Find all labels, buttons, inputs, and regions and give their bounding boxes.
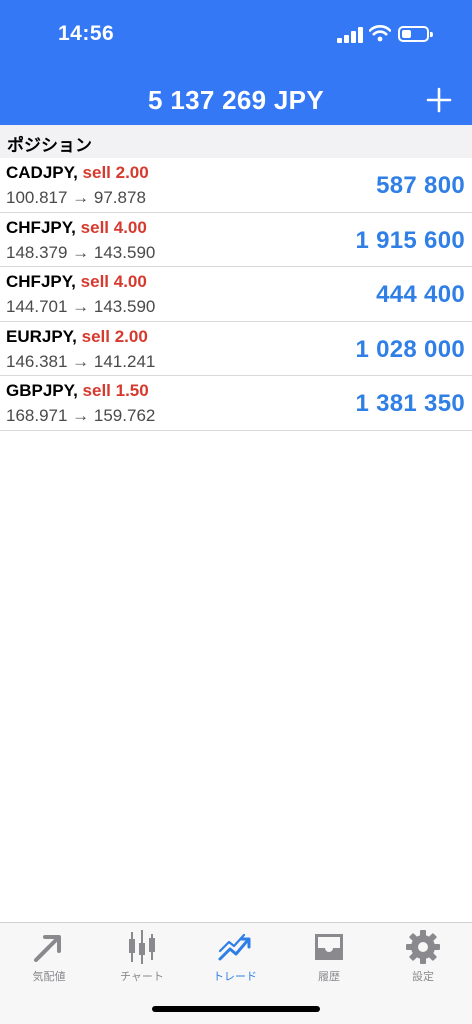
position-prices: 144.701 → 143.590 — [6, 297, 156, 317]
position-side: sell 2.00 — [82, 163, 149, 182]
positions-section-header: ポジション — [0, 125, 472, 158]
position-prices: 148.379 → 143.590 — [6, 242, 156, 262]
position-prices: 168.971 → 159.762 — [6, 406, 156, 426]
position-side: sell 2.00 — [81, 326, 148, 346]
chart-icon — [129, 930, 155, 964]
battery-icon — [398, 26, 433, 42]
tab-trade[interactable]: トレード — [188, 929, 282, 984]
tab-settings[interactable]: 設定 — [376, 929, 470, 984]
position-row[interactable]: CADJPY, sell 2.00 100.817 → 97.878 587 8… — [0, 158, 472, 213]
tab-quotes[interactable]: 気配値 — [2, 929, 96, 984]
status-time: 14:56 — [58, 22, 115, 45]
position-side: sell 4.00 — [80, 217, 147, 237]
position-symbol: EURJPY, — [6, 326, 77, 346]
tab-label: チャート — [120, 971, 164, 983]
position-profit: 1 381 350 — [355, 390, 465, 418]
home-indicator — [152, 1006, 320, 1012]
settings-icon — [406, 930, 440, 964]
position-prices: 100.817 → 97.878 — [6, 188, 146, 207]
wifi-icon — [369, 25, 391, 42]
position-row[interactable]: GBPJPY, sell 1.50 168.971 → 159.762 1 38… — [0, 376, 472, 431]
position-profit: 444 400 — [376, 281, 465, 309]
tab-history[interactable]: 履歴 — [282, 929, 376, 984]
position-prices: 146.381 → 141.241 — [6, 351, 156, 371]
position-row[interactable]: EURJPY, sell 2.00 146.381 → 141.241 1 02… — [0, 322, 472, 377]
account-balance: 5 137 269 JPY — [148, 85, 324, 115]
cellular-signal-icon — [337, 26, 363, 43]
section-title: ポジション — [7, 136, 92, 155]
position-profit: 1 028 000 — [355, 335, 465, 363]
position-profit: 587 800 — [376, 172, 465, 199]
tab-chart[interactable]: チャート — [95, 929, 189, 984]
position-side: sell 1.50 — [82, 381, 149, 401]
app-header: 14:56 5 137 269 JPY — [0, 0, 472, 125]
history-icon — [315, 934, 343, 960]
position-symbol: CADJPY, — [6, 163, 78, 182]
position-row[interactable]: CHFJPY, sell 4.00 148.379 → 143.590 1 91… — [0, 213, 472, 268]
positions-list: CADJPY, sell 2.00 100.817 → 97.878 587 8… — [0, 158, 472, 431]
tab-label: 履歴 — [318, 971, 340, 983]
tab-label: 設定 — [412, 971, 434, 983]
trade-icon — [218, 933, 251, 961]
tab-label: トレード — [213, 971, 257, 983]
tab-label: 気配値 — [32, 971, 66, 983]
add-icon[interactable] — [426, 87, 452, 113]
position-symbol: GBPJPY, — [6, 381, 78, 401]
quotes-icon — [34, 935, 61, 962]
position-profit: 1 915 600 — [355, 226, 465, 254]
position-symbol: CHFJPY, — [6, 217, 76, 237]
position-symbol: CHFJPY, — [6, 272, 76, 292]
position-side: sell 4.00 — [80, 272, 147, 292]
position-row[interactable]: CHFJPY, sell 4.00 144.701 → 143.590 444 … — [0, 267, 472, 322]
